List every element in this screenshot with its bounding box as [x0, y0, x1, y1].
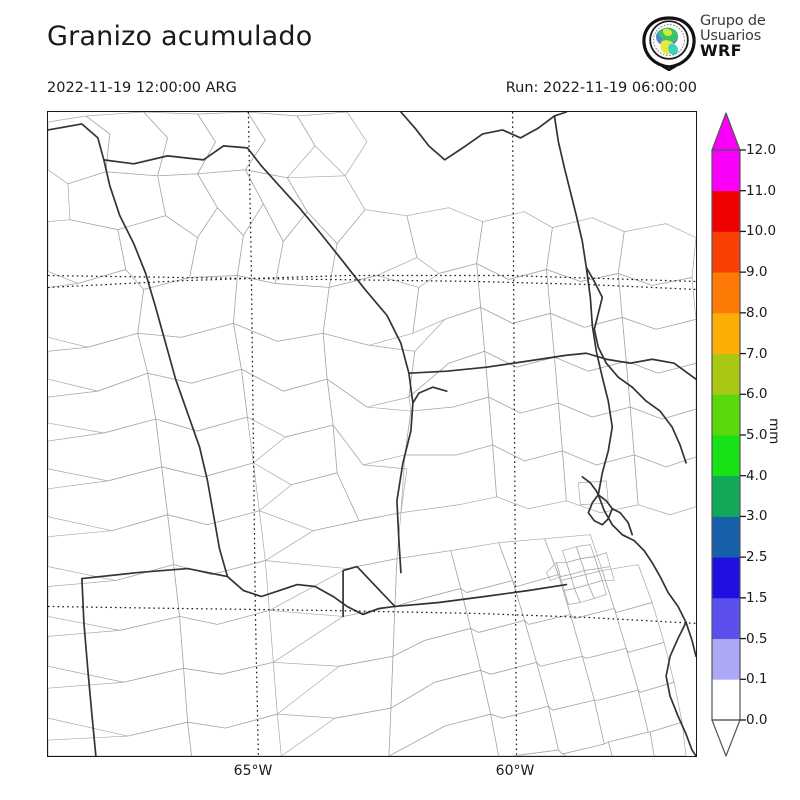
map-plot-area[interactable]	[47, 111, 697, 757]
province-borders	[48, 112, 696, 756]
colorbar-tick-label: 2.5	[746, 549, 768, 566]
colorbar-band	[712, 475, 740, 517]
colorbar-band	[712, 516, 740, 558]
colorbar-tick-label: 0.0	[746, 712, 768, 728]
colorbar-tick-label: 12.0	[746, 142, 777, 158]
colorbar-band	[712, 150, 740, 192]
colorbar-tick-label: 10.0	[746, 223, 777, 240]
page-title: Granizo acumulado	[47, 21, 313, 52]
colorbar-band	[712, 597, 740, 639]
globe-emblem-icon	[642, 16, 696, 71]
valid-time-label: 2022-11-19 12:00:00 ARG	[47, 80, 237, 96]
colorbar-band	[712, 190, 740, 232]
logo-line-3: WRF	[700, 41, 742, 60]
department-boundaries	[48, 112, 696, 756]
colorbar-gradient	[711, 112, 746, 757]
colorbar-band	[712, 638, 740, 680]
graticule-lat-25	[48, 274, 696, 289]
colorbar-band	[712, 394, 740, 436]
colorbar-tick-label: 0.1	[746, 671, 768, 688]
lon-tick-label-65w: 65°W	[233, 763, 273, 779]
colorbar-tick-label: 5.0	[746, 427, 768, 443]
colorbar-band	[712, 679, 740, 721]
colorbar-ticks	[740, 149, 746, 721]
graticule-lon-60	[511, 112, 518, 756]
colorbar-under-arrow	[711, 719, 741, 757]
colorbar-tick-label: 1.5	[746, 589, 768, 606]
colorbar-band	[712, 435, 740, 477]
wrf-user-group-logo: Grupo de Usuarios WRF	[640, 13, 795, 75]
colorbar-tick-label: 7.0	[746, 345, 768, 362]
colorbar-band	[712, 353, 740, 395]
colorbar-band	[712, 272, 740, 314]
colorbar-tick-label: 11.0	[746, 182, 777, 199]
graticule-lines	[48, 112, 696, 756]
colorbar-unit-label: mm	[766, 418, 782, 445]
graticule-lat-35	[48, 605, 696, 625]
colorbar-bands	[712, 150, 740, 721]
colorbar-tick-label: 3.0	[746, 508, 768, 525]
colorbar-tick-label: 8.0	[746, 304, 768, 321]
colorbar-over-arrow	[711, 112, 741, 151]
colorbar-tick-label: 0.5	[746, 630, 768, 647]
map-geography	[48, 112, 696, 756]
colorbar-tick-label: 4.0	[746, 467, 768, 484]
colorbar[interactable]	[711, 112, 746, 757]
logo-text-block: Grupo de Usuarios WRF	[700, 14, 766, 59]
logo-line-2: Usuarios	[700, 27, 762, 44]
colorbar-band	[712, 557, 740, 599]
graticule-lon-65	[247, 112, 259, 756]
colorbar-band	[712, 312, 740, 354]
logo-line-1: Grupo de	[700, 13, 766, 29]
colorbar-tick-label: 9.0	[746, 264, 768, 281]
colorbar-tick-label: 6.0	[746, 386, 768, 403]
run-time-label: Run: 2022-11-19 06:00:00	[505, 80, 697, 96]
colorbar-band	[712, 231, 740, 273]
lon-tick-label-60w: 60°W	[495, 763, 535, 779]
